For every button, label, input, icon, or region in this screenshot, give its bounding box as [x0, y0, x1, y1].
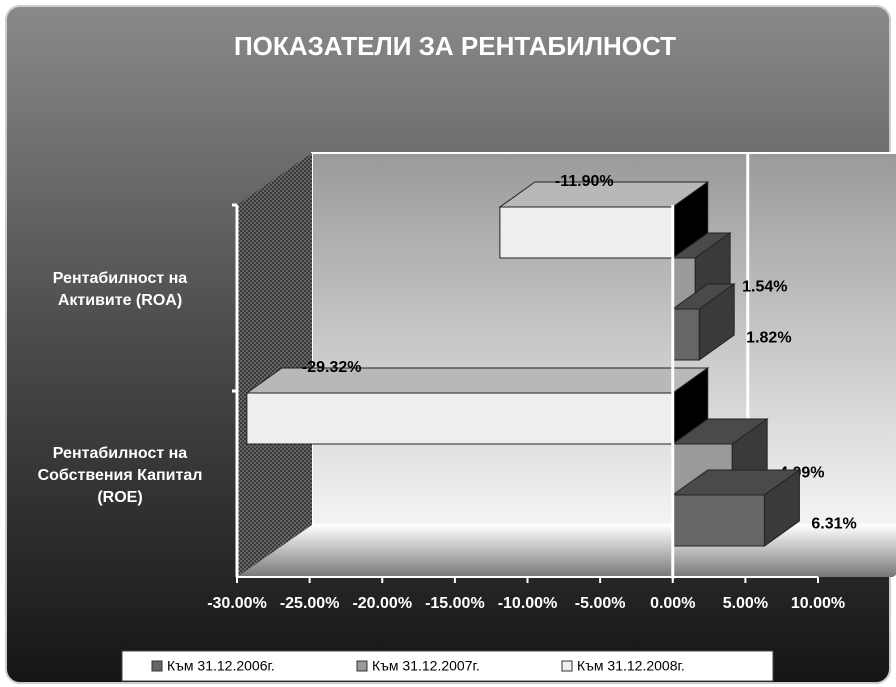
value-label: -11.90%	[555, 173, 614, 190]
legend-swatch	[151, 660, 163, 672]
bar	[672, 494, 765, 547]
value-label: 1.54%	[742, 279, 787, 296]
value-label: 6.31%	[811, 516, 856, 533]
category-label: Рентабилност на Собствения Капитал (ROE)	[37, 445, 203, 506]
legend-box	[121, 650, 774, 682]
category-label: Рентабилност на Активите (ROA)	[52, 270, 188, 309]
legend-swatch	[356, 660, 368, 672]
legend-swatch	[561, 660, 573, 672]
x-tick-label: -30.00%	[207, 595, 267, 612]
chart-title: ПОКАЗАТЕЛИ ЗА РЕНТАБИЛНОСТ	[234, 31, 676, 61]
legend-label: Към 31.12.2006г.	[167, 658, 275, 674]
legend-label: Към 31.12.2008г.	[577, 658, 685, 674]
x-tick-label: 10.00%	[791, 595, 845, 612]
x-tick-label: -25.00%	[280, 595, 340, 612]
bar	[499, 206, 674, 259]
x-tick-label: -5.00%	[575, 595, 626, 612]
value-label: 1.82%	[746, 330, 791, 347]
x-tick-label: -15.00%	[425, 595, 485, 612]
legend-label: Към 31.12.2007г.	[372, 658, 480, 674]
x-tick-label: 0.00%	[650, 595, 695, 612]
x-tick-label: 5.00%	[723, 595, 768, 612]
x-tick-label: -10.00%	[498, 595, 558, 612]
x-tick-label: -20.00%	[352, 595, 412, 612]
floor	[237, 525, 896, 577]
bar	[672, 308, 700, 361]
side-wall	[237, 153, 312, 577]
value-label: -29.32%	[302, 359, 362, 376]
bar	[246, 392, 674, 445]
